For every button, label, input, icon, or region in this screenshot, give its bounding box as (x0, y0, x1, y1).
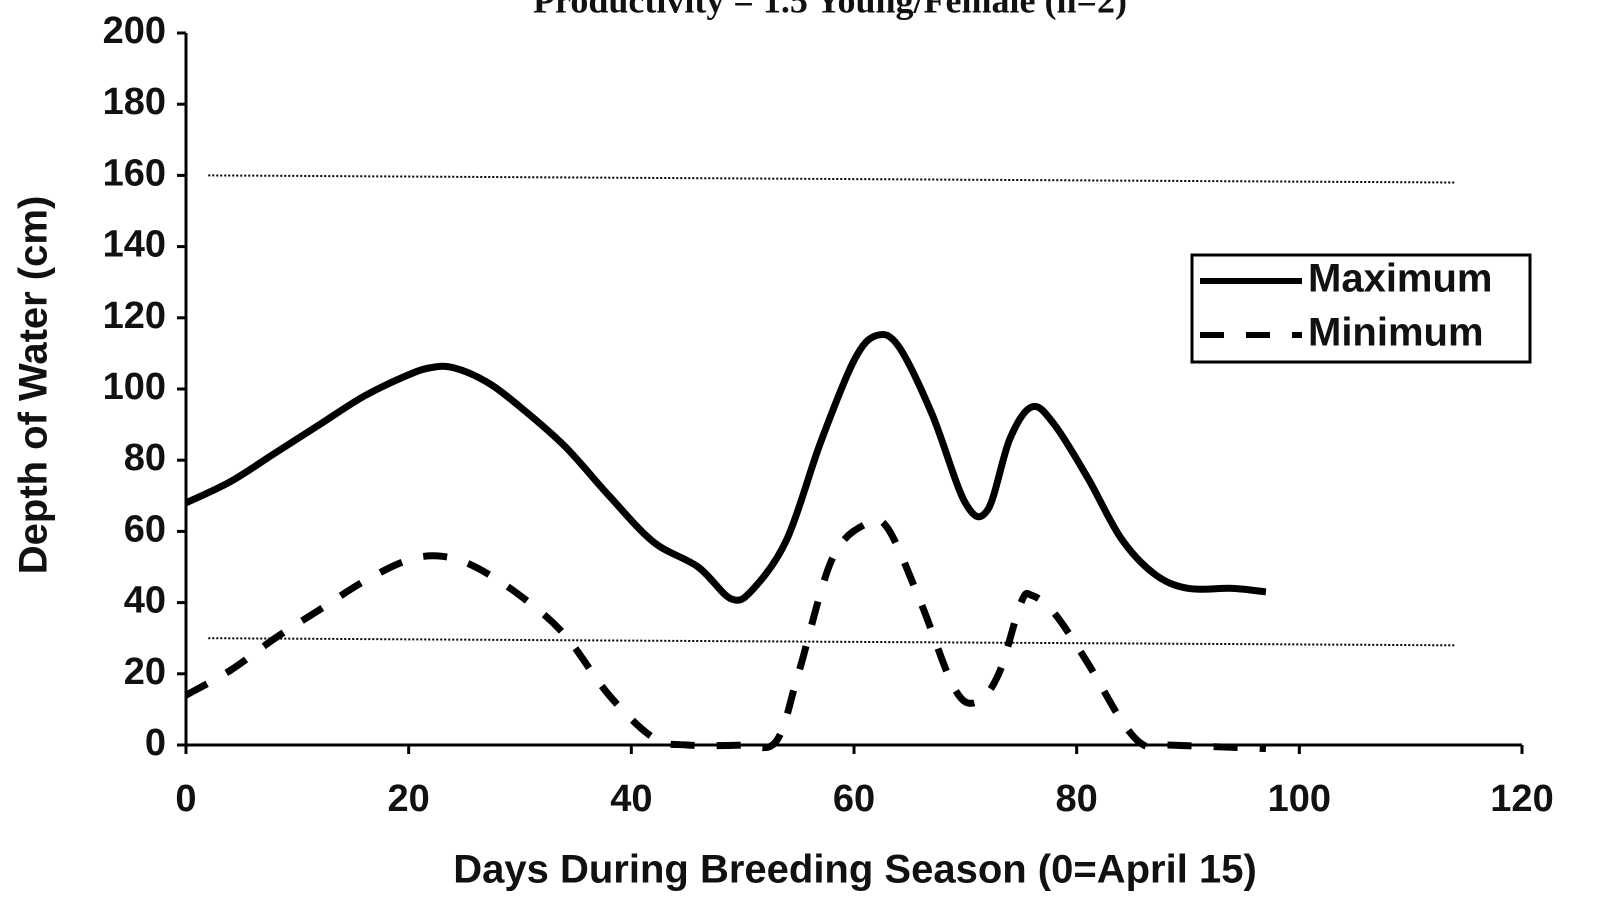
x-tick-label: 80 (1056, 778, 1098, 820)
y-tick-label: 20 (124, 651, 166, 693)
x-tick-label: 0 (175, 778, 196, 820)
reference-line (208, 174, 1456, 184)
legend-label: Maximum (1308, 257, 1493, 301)
y-axis-title: Depth of Water (cm) (12, 196, 56, 575)
x-tick-label: 20 (388, 778, 430, 820)
y-tick-label: 180 (103, 81, 166, 123)
y-tick-label: 80 (124, 437, 166, 479)
y-tick-label: 120 (103, 295, 166, 337)
x-tick-label: 60 (833, 778, 875, 820)
x-tick-label: 100 (1268, 778, 1331, 820)
reference-line (208, 637, 1456, 647)
y-tick-label: 100 (103, 366, 166, 408)
x-axis-title: Days During Breeding Season (0=April 15) (453, 848, 1257, 892)
legend-label: Minimum (1308, 311, 1484, 355)
data-line (184, 515, 1267, 753)
y-tick-label: 0 (145, 722, 166, 764)
y-tick-label: 200 (103, 10, 166, 52)
y-tick-label: 140 (103, 224, 166, 266)
data-line (184, 330, 1267, 604)
legend-box (1190, 253, 1532, 364)
chart-title: Productivity = 1.5 Young/Female (n=2) (533, 0, 1127, 20)
x-tick-label: 120 (1490, 778, 1553, 820)
y-tick-label: 160 (103, 152, 166, 194)
y-tick-label: 60 (124, 508, 166, 550)
y-tick-label: 40 (124, 580, 166, 622)
x-tick-label: 40 (610, 778, 652, 820)
